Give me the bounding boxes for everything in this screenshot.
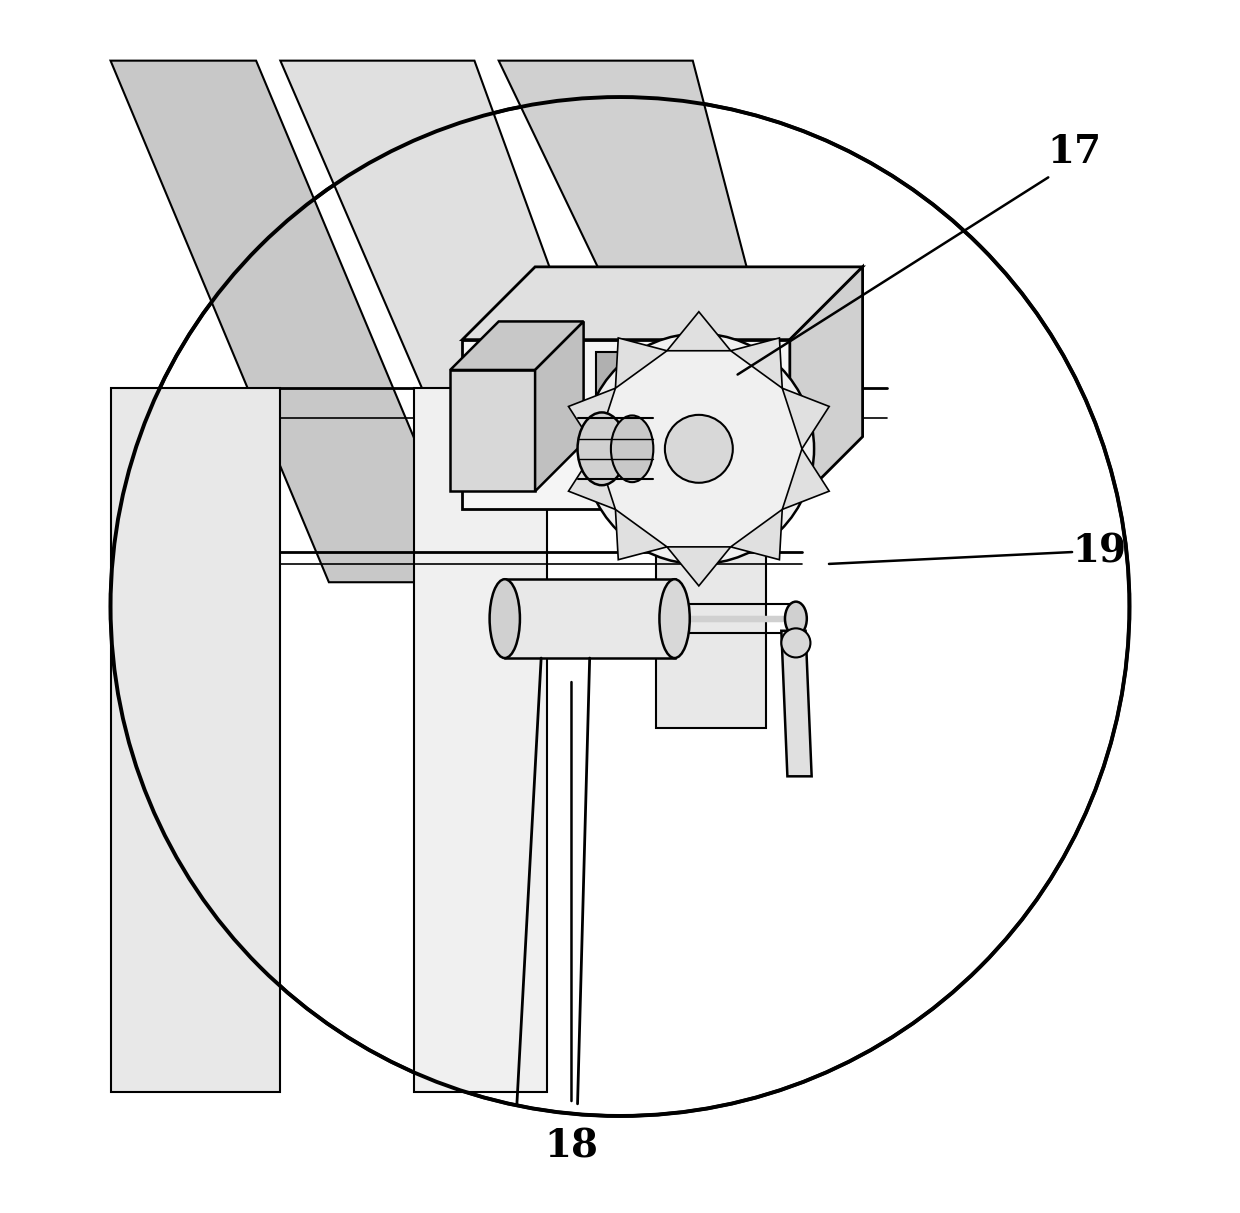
Polygon shape [110,388,280,1092]
Circle shape [110,97,1130,1116]
Polygon shape [656,388,765,728]
Ellipse shape [578,412,626,485]
Circle shape [781,628,811,657]
Ellipse shape [660,580,689,659]
Polygon shape [505,580,675,659]
Polygon shape [615,509,667,559]
Polygon shape [615,338,667,388]
Polygon shape [667,547,730,586]
Polygon shape [790,267,863,509]
Polygon shape [536,321,584,491]
Polygon shape [450,321,584,370]
Polygon shape [782,388,830,449]
Polygon shape [463,267,863,340]
Polygon shape [595,352,765,485]
Polygon shape [463,340,790,509]
Polygon shape [782,449,830,509]
Polygon shape [280,61,620,509]
Text: 18: 18 [544,1127,599,1166]
Polygon shape [781,631,812,776]
Polygon shape [450,370,536,491]
Text: 19: 19 [1073,533,1126,571]
Ellipse shape [785,602,807,636]
Text: 17: 17 [1048,132,1102,171]
Polygon shape [568,388,615,449]
Ellipse shape [490,580,520,659]
Polygon shape [110,61,475,582]
Polygon shape [568,449,615,509]
Polygon shape [667,312,730,351]
Polygon shape [498,61,765,364]
Circle shape [665,415,733,483]
Polygon shape [414,388,547,1092]
Circle shape [584,334,815,564]
Polygon shape [730,338,782,388]
Polygon shape [730,509,782,559]
Ellipse shape [611,416,653,483]
